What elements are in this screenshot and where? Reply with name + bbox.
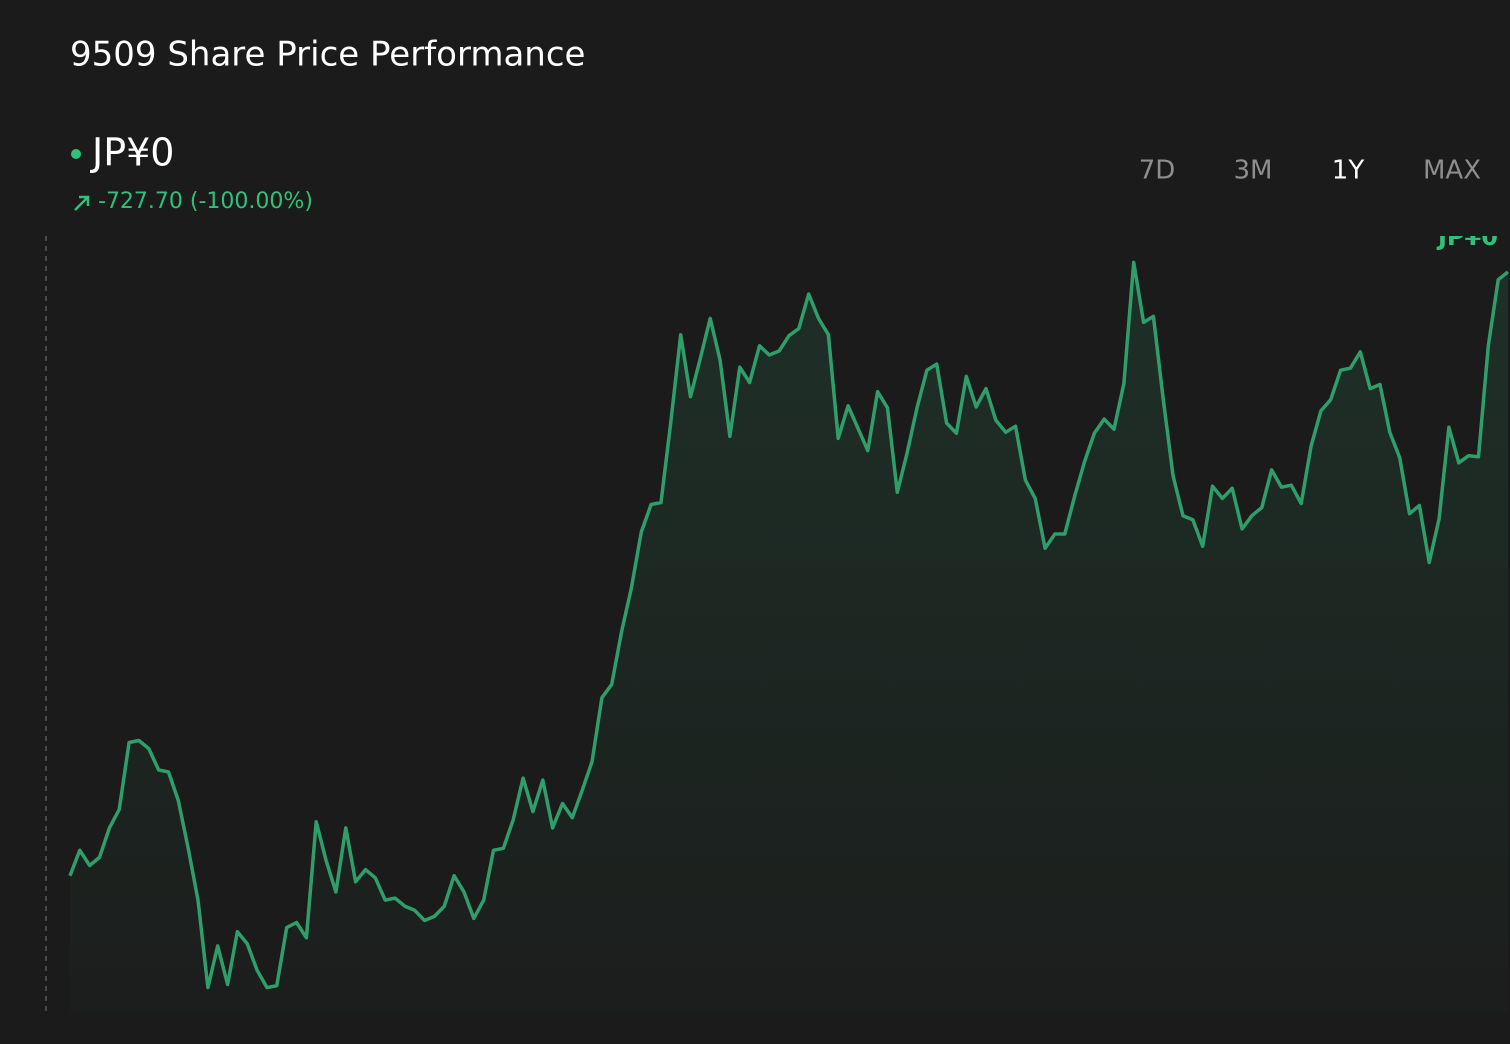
price-line	[68, 260, 1510, 990]
range-button[interactable]: 1Y	[1332, 156, 1365, 186]
price-area	[70, 262, 1508, 1012]
range-button[interactable]: MAX	[1423, 156, 1481, 186]
change-arrow	[74, 195, 90, 211]
marker-label: JP¥0	[1436, 223, 1498, 251]
price-dot	[71, 149, 81, 159]
marker-label-bg	[1432, 216, 1510, 250]
chart-title: 9509 Share Price Performance	[70, 35, 585, 75]
range-button[interactable]: 7D	[1139, 156, 1176, 186]
range-button[interactable]: 3M	[1234, 156, 1273, 186]
current-price: JP¥0	[90, 131, 174, 175]
price-change: -727.70 (-100.00%)	[98, 189, 313, 214]
